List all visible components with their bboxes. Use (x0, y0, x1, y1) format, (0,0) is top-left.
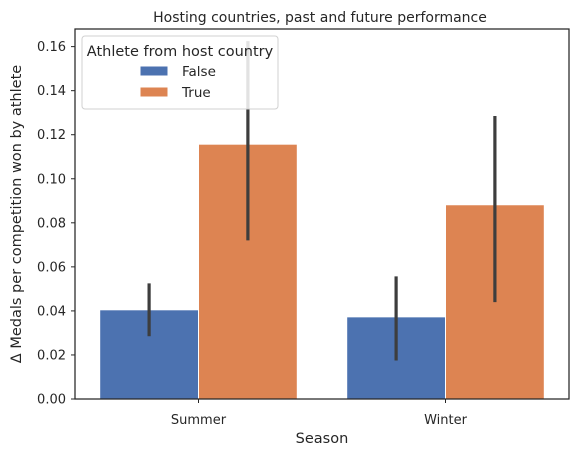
x-tick-label: Summer (171, 413, 227, 428)
legend-title: Athlete from host country (87, 44, 274, 60)
legend-entries: False True (139, 64, 216, 101)
bars-layer (99, 143, 545, 400)
y-tick-label: 0.14 (37, 84, 66, 99)
y-axis: 0.00 0.02 0.04 0.06 0.08 0.10 0.12 0.14 0.16 (37, 40, 75, 408)
y-tick-label: 0.12 (37, 128, 66, 143)
legend: Athlete from host country False True (81, 35, 279, 110)
y-tick-label: 0.04 (37, 304, 66, 319)
legend-label-false: False (182, 64, 216, 80)
y-tick-label: 0.10 (37, 172, 66, 187)
x-tick-label: Winter (424, 413, 468, 428)
y-tick-label: 0.02 (37, 348, 66, 363)
legend-label-true: True (181, 85, 211, 101)
y-tick-label: 0.08 (37, 216, 66, 231)
y-tick-label: 0.06 (37, 260, 66, 275)
legend-swatch-true (139, 86, 169, 98)
y-axis-label: Δ Medals per competition won by athlete (9, 65, 25, 363)
x-axis: Summer Winter (171, 399, 468, 428)
legend-box (81, 35, 279, 110)
legend-swatch-false (139, 65, 169, 77)
x-axis-label: Season (296, 431, 349, 447)
plot-frame (74, 28, 570, 400)
y-tick-label: 0.16 (37, 40, 66, 55)
chart-title: Hosting countries, past and future perfo… (153, 10, 487, 26)
y-tick-label: 0.00 (37, 393, 66, 408)
